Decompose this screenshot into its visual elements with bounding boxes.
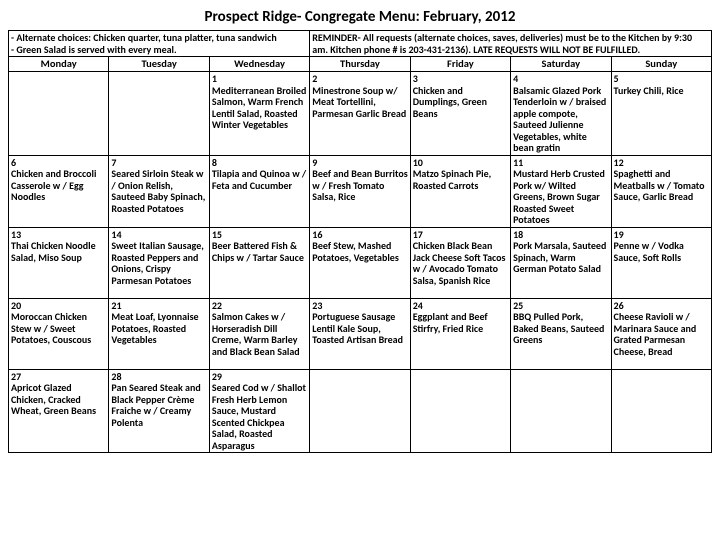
meal-text: Beer Battered Fish & Chips w / Tartar Sa… bbox=[212, 240, 307, 263]
meal-text: Seared Sirloin Steak w / Onion Relish, S… bbox=[111, 168, 206, 214]
day-cell: 20Moroccan Chicken Stew w / Sweet Potato… bbox=[9, 298, 109, 369]
day-cell: 26 Cheese Ravioli w / Marinara Sauce and… bbox=[611, 298, 711, 369]
day-cell: 1Mediterranean Broiled Salmon, Warm Fren… bbox=[209, 72, 309, 156]
meal-text: Apricot Glazed Chicken, Cracked Wheat, G… bbox=[11, 382, 106, 417]
meal-text: Cheese Ravioli w / Marinara Sauce and Gr… bbox=[614, 311, 709, 357]
day-cell: 11Mustard Herb Crusted Pork w/ Wilted Gr… bbox=[511, 155, 611, 227]
day-cell: 14Sweet Italian Sausage, Roasted Peppers… bbox=[109, 227, 209, 298]
day-cell: 5 Turkey Chili, Rice bbox=[611, 72, 711, 156]
notes-left: - Alternate choices: Chicken quarter, tu… bbox=[9, 31, 310, 57]
week-row: 20Moroccan Chicken Stew w / Sweet Potato… bbox=[9, 298, 712, 369]
meal-text: Mediterranean Broiled Salmon, Warm Frenc… bbox=[212, 85, 307, 131]
day-cell: 3Chicken and Dumplings, Green Beans bbox=[410, 72, 510, 156]
meal-text: Pork Marsala, Sauteed Spinach, Warm Germ… bbox=[513, 240, 608, 275]
day-cell bbox=[611, 369, 711, 453]
day-cell bbox=[109, 72, 209, 156]
meal-text: Seared Cod w / Shallot Fresh Herb Lemon … bbox=[212, 382, 307, 451]
menu-table: - Alternate choices: Chicken quarter, tu… bbox=[8, 30, 712, 453]
meal-text: Tilapia and Quinoa w / Feta and Cucumber bbox=[212, 168, 307, 191]
day-number: 3 bbox=[413, 73, 508, 85]
day-cell bbox=[310, 369, 410, 453]
meal-text: Moroccan Chicken Stew w / Sweet Potatoes… bbox=[11, 311, 106, 346]
meal-text: Chicken Black Bean Jack Cheese Soft Taco… bbox=[413, 240, 508, 286]
week-row: 27Apricot Glazed Chicken, Cracked Wheat,… bbox=[9, 369, 712, 453]
day-cell: 18Pork Marsala, Sauteed Spinach, Warm Ge… bbox=[511, 227, 611, 298]
day-cell: 19Penne w / Vodka Sauce, Soft Rolls bbox=[611, 227, 711, 298]
day-cell: 12 Spaghetti and Meatballs w / Tomato Sa… bbox=[611, 155, 711, 227]
meal-text: Sweet Italian Sausage, Roasted Peppers a… bbox=[111, 240, 206, 286]
notes-right: REMINDER- All requests (alternate choice… bbox=[310, 31, 712, 57]
meal-text: Thai Chicken Noodle Salad, Miso Soup bbox=[11, 240, 106, 263]
meal-text: Eggplant and Beef Stirfry, Fried Rice bbox=[413, 311, 508, 334]
notes-row: - Alternate choices: Chicken quarter, tu… bbox=[9, 31, 712, 57]
meal-text: Portuguese Sausage Lentil Kale Soup, Toa… bbox=[312, 311, 407, 346]
day-header: Monday bbox=[9, 57, 109, 72]
day-cell: 25BBQ Pulled Pork, Baked Beans, Sauteed … bbox=[511, 298, 611, 369]
day-cell bbox=[9, 72, 109, 156]
meal-text: Spaghetti and Meatballs w / Tomato Sauce… bbox=[614, 168, 709, 203]
day-cell bbox=[511, 369, 611, 453]
day-cell: 16Beef Stew, Mashed Potatoes, Vegetables bbox=[310, 227, 410, 298]
meal-text: Beef and Bean Burritos w / Fresh Tomato … bbox=[312, 168, 407, 203]
day-cell: 15Beer Battered Fish & Chips w / Tartar … bbox=[209, 227, 309, 298]
day-cell: 17Chicken Black Bean Jack Cheese Soft Ta… bbox=[410, 227, 510, 298]
day-cell: 13Thai Chicken Noodle Salad, Miso Soup bbox=[9, 227, 109, 298]
day-cell: 6Chicken and Broccoli Casserole w / Egg … bbox=[9, 155, 109, 227]
day-header-row: Monday Tuesday Wednesday Thursday Friday… bbox=[9, 57, 712, 72]
day-cell: 2Minestrone Soup w/ Meat Tortellini, Par… bbox=[310, 72, 410, 156]
meal-text: Chicken and Dumplings, Green Beans bbox=[413, 85, 508, 120]
meal-text: Chicken and Broccoli Casserole w / Egg N… bbox=[11, 168, 106, 203]
day-header: Friday bbox=[410, 57, 510, 72]
day-cell: 23Portuguese Sausage Lentil Kale Soup, T… bbox=[310, 298, 410, 369]
day-cell: 4Balsamic Glazed Pork Tenderloin w / bra… bbox=[511, 72, 611, 156]
meal-text: Salmon Cakes w / Horseradish Dill Creme,… bbox=[212, 311, 307, 357]
day-cell: 8Tilapia and Quinoa w / Feta and Cucumbe… bbox=[209, 155, 309, 227]
day-number: 1 bbox=[212, 73, 307, 85]
page-title: Prospect Ridge- Congregate Menu: Februar… bbox=[8, 8, 712, 26]
day-cell: 9Beef and Bean Burritos w / Fresh Tomato… bbox=[310, 155, 410, 227]
day-cell: 22Salmon Cakes w / Horseradish Dill Crem… bbox=[209, 298, 309, 369]
meal-text: Beef Stew, Mashed Potatoes, Vegetables bbox=[312, 240, 407, 263]
day-number: 4 bbox=[513, 73, 608, 85]
day-header: Sunday bbox=[611, 57, 711, 72]
week-row: 13Thai Chicken Noodle Salad, Miso Soup14… bbox=[9, 227, 712, 298]
day-cell: 24Eggplant and Beef Stirfry, Fried Rice bbox=[410, 298, 510, 369]
day-cell: 27Apricot Glazed Chicken, Cracked Wheat,… bbox=[9, 369, 109, 453]
day-header: Tuesday bbox=[109, 57, 209, 72]
meal-text: Meat Loaf, Lyonnaise Potatoes, Roasted V… bbox=[111, 311, 206, 346]
day-number: 5 bbox=[614, 73, 709, 85]
meal-text: Minestrone Soup w/ Meat Tortellini, Parm… bbox=[312, 85, 407, 120]
day-cell: 29Seared Cod w / Shallot Fresh Herb Lemo… bbox=[209, 369, 309, 453]
day-cell: 28Pan Seared Steak and Black Pepper Crèm… bbox=[109, 369, 209, 453]
meal-text: BBQ Pulled Pork, Baked Beans, Sauteed Gr… bbox=[513, 311, 608, 346]
meal-text: Balsamic Glazed Pork Tenderloin w / brai… bbox=[513, 85, 608, 154]
meal-text: Turkey Chili, Rice bbox=[614, 85, 709, 97]
day-header: Saturday bbox=[511, 57, 611, 72]
meal-text: Mustard Herb Crusted Pork w/ Wilted Gree… bbox=[513, 168, 608, 226]
week-row: 6Chicken and Broccoli Casserole w / Egg … bbox=[9, 155, 712, 227]
day-header: Thursday bbox=[310, 57, 410, 72]
day-cell: 7Seared Sirloin Steak w / Onion Relish, … bbox=[109, 155, 209, 227]
day-header: Wednesday bbox=[209, 57, 309, 72]
day-cell bbox=[410, 369, 510, 453]
day-number: 2 bbox=[312, 73, 407, 85]
day-cell: 10Matzo Spinach Pie, Roasted Carrots bbox=[410, 155, 510, 227]
week-row: 1Mediterranean Broiled Salmon, Warm Fren… bbox=[9, 72, 712, 156]
day-cell: 21Meat Loaf, Lyonnaise Potatoes, Roasted… bbox=[109, 298, 209, 369]
meal-text: Penne w / Vodka Sauce, Soft Rolls bbox=[614, 240, 709, 263]
meal-text: Pan Seared Steak and Black Pepper Crème … bbox=[111, 382, 206, 428]
meal-text: Matzo Spinach Pie, Roasted Carrots bbox=[413, 168, 508, 191]
